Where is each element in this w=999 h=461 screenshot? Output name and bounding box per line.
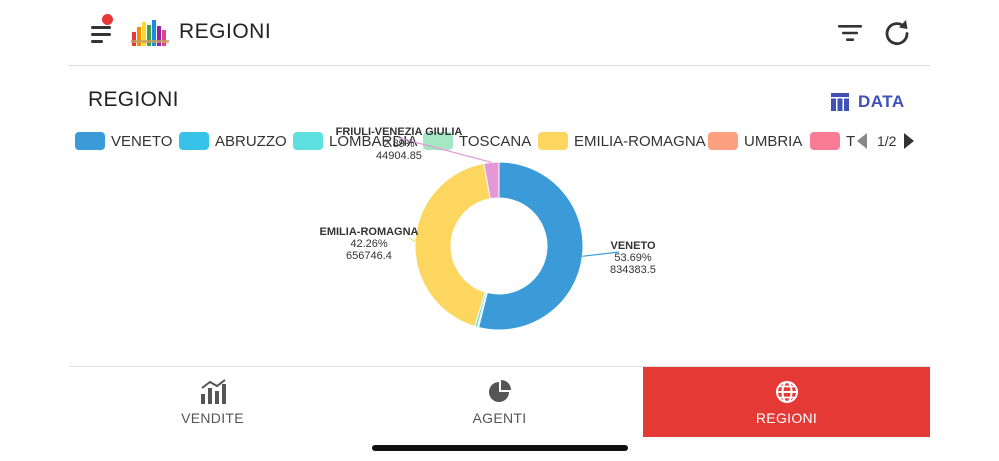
- nav-label: VENDITE: [181, 410, 244, 426]
- legend-swatch: [75, 132, 105, 150]
- bottom-navigation: VENDITE AGENTI REGIONI: [69, 366, 930, 437]
- menu-icon[interactable]: [89, 14, 119, 46]
- nav-item-agenti[interactable]: AGENTI: [356, 367, 643, 437]
- legend-item[interactable]: LOMBARDIA: [293, 128, 417, 154]
- slice-label-value: 44904.85: [376, 150, 422, 162]
- refresh-icon[interactable]: [883, 18, 911, 46]
- legend-label: T: [846, 132, 855, 150]
- bar-chart-logo-icon: [131, 20, 169, 46]
- donut-slice[interactable]: [414, 162, 491, 328]
- table-icon: [831, 93, 849, 111]
- slice-label-value: 53.69%: [614, 252, 652, 264]
- slice-label-name: FRIULI-VENEZIA GIULIA: [336, 126, 463, 138]
- legend-item[interactable]: ABRUZZO: [179, 128, 287, 154]
- donut-slice[interactable]: [477, 161, 584, 331]
- legend-item[interactable]: TOSCANA: [423, 128, 531, 154]
- label-leader-line: [582, 251, 620, 257]
- slice-label-value: 834383.5: [610, 264, 656, 276]
- data-button-label: DATA: [858, 92, 905, 111]
- legend-label: ABRUZZO: [215, 132, 287, 150]
- notification-dot: [102, 14, 113, 25]
- legend-label: UMBRIA: [744, 132, 803, 150]
- nav-item-regioni[interactable]: REGIONI: [643, 367, 930, 437]
- legend-pager: 1/2: [855, 128, 925, 154]
- label-leader-line: [408, 237, 416, 242]
- legend-item[interactable]: UMBRIA: [708, 128, 802, 154]
- top-app-bar: REGIONI: [69, 0, 930, 66]
- card-title: REGIONI: [88, 88, 179, 111]
- slice-label-name: VENETO: [610, 240, 655, 252]
- legend-item[interactable]: VENETO: [75, 128, 172, 154]
- previous-page-icon[interactable]: [855, 132, 869, 150]
- bar-chart-icon: [201, 379, 226, 404]
- legend-swatch: [293, 132, 323, 150]
- filter-icon[interactable]: [837, 20, 863, 46]
- legend-swatch: [810, 132, 840, 150]
- legend-swatch: [708, 132, 738, 150]
- app-window: REGIONI REGIONI DATA: [69, 0, 930, 437]
- slice-label-value: 2.89%: [383, 138, 414, 150]
- legend-label: LOMBARDIA: [329, 132, 418, 150]
- app-title: REGIONI: [179, 20, 272, 43]
- legend-label: TOSCANA: [459, 132, 532, 150]
- next-page-icon[interactable]: [902, 132, 916, 150]
- slice-label-value: 656746.4: [346, 250, 392, 262]
- data-button[interactable]: DATA: [831, 90, 905, 114]
- legend-label: VENETO: [111, 132, 173, 150]
- globe-icon: [776, 381, 798, 403]
- nav-label: REGIONI: [755, 410, 818, 426]
- legend-swatch: [179, 132, 209, 150]
- legend-label: EMILIA-ROMAGNA: [574, 132, 706, 150]
- legend-swatch: [538, 132, 568, 150]
- legend-page-indicator: 1/2: [877, 133, 897, 149]
- donut-slice[interactable]: [483, 161, 500, 200]
- home-indicator: [372, 445, 628, 451]
- slice-label-name: EMILIA-ROMAGNA: [320, 226, 419, 238]
- nav-item-vendite[interactable]: VENDITE: [69, 367, 356, 437]
- legend-swatch: [423, 132, 453, 150]
- legend-item[interactable]: T: [810, 128, 855, 154]
- chart-legend: VENETO ABRUZZO LOMBARDIA TOSCANA EMILIA-…: [75, 128, 855, 154]
- slice-label-value: 42.26%: [350, 238, 388, 250]
- pie-chart-icon: [489, 380, 511, 402]
- nav-label: AGENTI: [472, 410, 527, 426]
- label-leader-line: [398, 137, 492, 163]
- legend-item[interactable]: EMILIA-ROMAGNA: [538, 128, 706, 154]
